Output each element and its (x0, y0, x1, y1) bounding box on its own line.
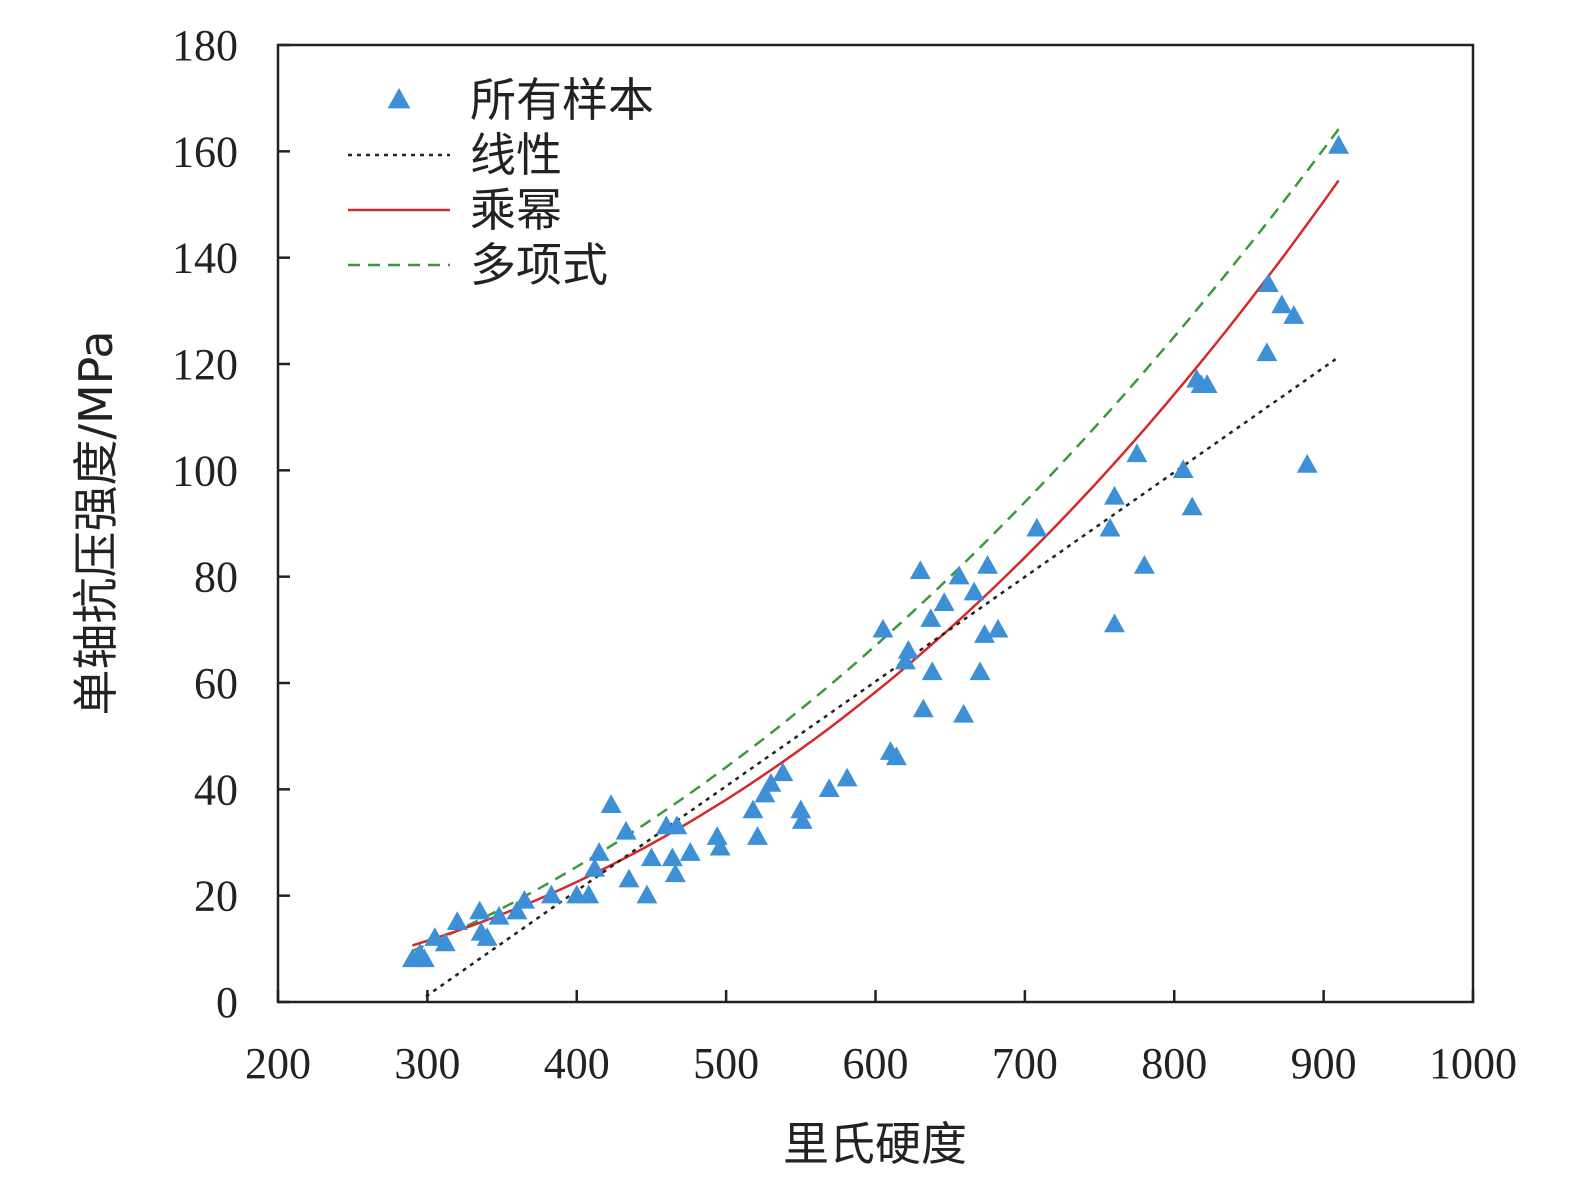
sample-point (772, 762, 794, 782)
sample-point (987, 618, 1009, 638)
sample-point (953, 703, 975, 723)
legend-label: 线性 (470, 128, 562, 182)
x-tick-label: 900 (1291, 1039, 1357, 1088)
legend-marker-samples (387, 88, 411, 109)
sample-point (909, 560, 931, 580)
sample-point (600, 794, 622, 813)
sample-point (872, 618, 894, 638)
sample-point (1172, 459, 1194, 479)
axis-ticks: 200 300 400 500 600 700 800 900 1000 0 20 40 60 80 100… (172, 21, 1517, 1088)
sample-point (514, 889, 535, 909)
sample-point (760, 773, 782, 792)
sample-point (615, 820, 637, 840)
sample-point (790, 799, 812, 819)
sample-point (1256, 342, 1278, 362)
sample-point (413, 948, 435, 968)
sample-point (1296, 454, 1318, 473)
sample-point (1133, 555, 1155, 574)
sample-point (588, 842, 610, 861)
y-tick-label: 140 (172, 234, 238, 283)
series-layer (401, 124, 1350, 998)
sample-point (1181, 496, 1203, 516)
sample-point (488, 905, 510, 925)
sample-point (540, 884, 562, 904)
sample-point (661, 847, 683, 867)
sample-point (636, 884, 658, 904)
y-axis-title: 单轴抗压强度/MPa (69, 330, 123, 715)
linear-fit-line (425, 358, 1337, 998)
sample-point (969, 661, 991, 681)
x-tick-label: 700 (992, 1039, 1058, 1088)
sample-point (1104, 485, 1125, 505)
sample-point (1104, 613, 1125, 633)
sample-point (679, 842, 701, 861)
sample-point (1196, 374, 1218, 393)
sample-point (791, 810, 813, 829)
sample-point (948, 565, 970, 585)
power-fit-line (412, 179, 1340, 947)
legend-label: 乘幂 (470, 183, 562, 237)
sample-point (424, 927, 446, 946)
sample-point (818, 778, 840, 798)
sample-point (894, 650, 916, 670)
y-tick-label: 20 (194, 872, 238, 921)
sample-point (912, 698, 934, 718)
sample-point (434, 932, 456, 952)
sample-point (706, 826, 728, 845)
sample-point (666, 815, 688, 835)
sample-point (836, 767, 858, 787)
sample-point (1257, 273, 1279, 292)
x-tick-label: 400 (544, 1039, 610, 1088)
sample-point (885, 746, 907, 766)
x-axis-title: 里氏硬度 (783, 1117, 967, 1171)
sample-point (1271, 294, 1293, 314)
plot-frame (276, 43, 1475, 1004)
sample-point (921, 661, 943, 681)
y-tick-label: 80 (194, 553, 238, 602)
x-tick-label: 800 (1141, 1039, 1207, 1088)
legend-label: 多项式 (470, 238, 608, 292)
y-tick-label: 100 (172, 446, 238, 495)
y-tick-label: 60 (194, 659, 238, 708)
sample-point (1283, 305, 1305, 324)
sample-point (897, 640, 919, 659)
sample-point (933, 592, 955, 611)
sample-point (1126, 443, 1148, 463)
sample-point (709, 836, 731, 856)
sample-point (578, 884, 600, 904)
legend-label: 所有样本 (470, 73, 654, 127)
x-tick-label: 500 (693, 1039, 759, 1088)
sample-point (640, 847, 662, 867)
sample-point (742, 799, 764, 819)
sample-point (664, 863, 686, 883)
sample-point (584, 858, 606, 877)
polynomial-fit-line (411, 124, 1343, 953)
sample-point (920, 608, 942, 627)
sample-point (747, 826, 768, 845)
y-tick-label: 0 (216, 978, 238, 1027)
sample-point (469, 900, 491, 920)
y-tick-label: 180 (172, 21, 238, 70)
sample-point (476, 927, 498, 946)
sample-point (1026, 517, 1048, 537)
y-tick-label: 160 (172, 127, 238, 176)
sample-point (446, 911, 468, 930)
sample-point (1328, 135, 1350, 154)
sample-point (1099, 517, 1121, 537)
x-tick-label: 600 (843, 1039, 909, 1088)
sample-point (618, 868, 640, 888)
sample-point (754, 783, 776, 803)
sample-point (974, 624, 995, 643)
x-tick-label: 200 (245, 1039, 311, 1088)
y-tick-label: 120 (172, 340, 238, 389)
x-tick-label: 300 (394, 1039, 460, 1088)
sample-point (963, 581, 985, 601)
sample-point (506, 900, 528, 920)
y-tick-label: 40 (194, 765, 238, 814)
x-tick-label: 1000 (1429, 1039, 1517, 1088)
sample-point (977, 555, 998, 574)
